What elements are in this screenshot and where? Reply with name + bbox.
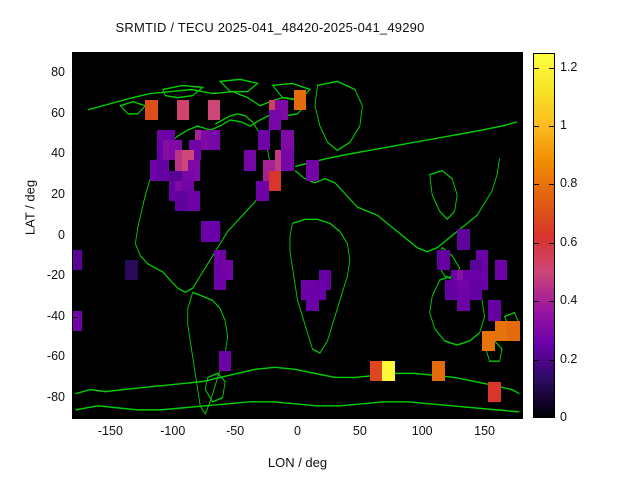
map-data-cell: [482, 330, 495, 352]
colorbar-tick-label: 0.4: [560, 293, 578, 308]
colorbar-tick-mark: [549, 242, 554, 244]
y-axis-label: LAT / deg: [22, 179, 38, 236]
map-data-cell: [457, 229, 470, 250]
map-data-cell: [73, 249, 82, 270]
y-axis-tick-label: -40: [46, 308, 65, 323]
colorbar-tick-mark: [534, 359, 539, 361]
map-data-cell: [488, 381, 501, 402]
map-data-cell: [156, 160, 170, 181]
y-axis-tick-label: -80: [46, 389, 65, 404]
map-data-cell: [257, 130, 271, 151]
map-data-cell: [243, 150, 257, 171]
colorbar-tick-mark: [534, 67, 539, 69]
y-axis-tick-mark: [73, 73, 78, 75]
colorbar: [533, 53, 555, 418]
x-axis-tick-mark: [297, 413, 299, 418]
x-axis-tick-label: -150: [97, 424, 123, 438]
x-axis-tick-mark: [484, 413, 486, 418]
x-axis-tick-label: 50: [352, 424, 367, 438]
colorbar-tick-label: 0.8: [560, 176, 578, 191]
map-data-cell: [494, 259, 508, 281]
y-axis-tick-label: 0: [58, 227, 65, 242]
colorbar-tick-mark: [549, 359, 554, 361]
map-data-cell: [457, 290, 470, 311]
map-data-cell: [125, 259, 138, 281]
colorbar-tick-mark: [534, 184, 539, 186]
map-data-cell: [293, 89, 307, 110]
y-axis-tick-label: 20: [51, 186, 65, 201]
colorbar-tick-label: 1.2: [560, 59, 578, 74]
colorbar-tick-mark: [549, 184, 554, 186]
y-axis-tick-label: 40: [51, 146, 65, 161]
map-data-cell: [145, 99, 158, 120]
map-data-cell: [432, 361, 445, 382]
map-data-cell: [306, 160, 319, 181]
map-data-cell: [268, 170, 282, 191]
y-axis-tick-mark: [73, 235, 78, 237]
map-data-cell: [73, 310, 82, 331]
colorbar-tick-mark: [549, 126, 554, 127]
x-axis-tick-label: -100: [160, 424, 186, 438]
map-data-cell: [207, 221, 221, 242]
map-data-cell: [369, 361, 383, 382]
map-data-cell: [494, 320, 508, 341]
map-data-cell: [176, 99, 189, 120]
map-data-cell: [218, 351, 232, 372]
x-axis-tick-label: 0: [294, 424, 301, 438]
x-axis-label: LON / deg: [267, 455, 328, 470]
colorbar-tick-mark: [549, 67, 554, 69]
y-axis-tick-mark: [73, 276, 78, 278]
coastline-layer: [75, 78, 521, 416]
map-data-cell: [306, 290, 319, 311]
y-axis-tick-label: -20: [46, 268, 65, 283]
map-data-cell: [382, 361, 395, 382]
y-axis-tick-mark: [73, 194, 78, 196]
map-data-cell: [507, 320, 520, 341]
y-axis-tick-mark: [73, 154, 78, 156]
x-axis-tick-label: -50: [226, 424, 245, 438]
colorbar-tick-label: 0.6: [560, 234, 578, 249]
x-axis-tick-label: 100: [411, 424, 433, 438]
y-axis-tick-label: 80: [51, 65, 65, 80]
x-axis-tick-mark: [359, 413, 361, 418]
map-data-cell: [187, 190, 201, 212]
x-axis-tick-mark: [110, 413, 112, 418]
map-data-cell: [213, 269, 227, 291]
x-axis-tick-mark: [235, 413, 237, 418]
y-axis-tick-mark: [73, 397, 78, 399]
y-axis-tick-mark: [73, 357, 78, 359]
colorbar-tick-mark: [534, 301, 539, 303]
x-axis-tick-mark: [422, 413, 424, 418]
colorbar-tick-mark: [534, 242, 539, 244]
colorbar-tick-mark: [534, 126, 539, 127]
map-data-cell: [175, 190, 188, 212]
colorbar-tick-label: 0.2: [560, 351, 578, 366]
x-axis-tick-label: 150: [474, 424, 495, 438]
map-data-cell: [488, 300, 501, 321]
y-axis-tick-label: 60: [51, 105, 65, 120]
map-data-cell: [437, 249, 450, 270]
map-data-cell: [207, 99, 221, 120]
map-data-cell: [281, 150, 294, 171]
chart-title: SRMTID / TECU 2025-041_48420-2025-041_49…: [115, 20, 425, 35]
map-data-cell: [444, 280, 458, 301]
x-axis-tick-mark: [172, 413, 174, 418]
colorbar-tick-label: 0: [560, 410, 567, 424]
colorbar-tick-label: 1: [560, 118, 567, 132]
y-axis-tick-mark: [73, 113, 78, 115]
map-data-cell: [207, 130, 221, 151]
map-data-cell: [469, 280, 483, 301]
map-plot-area: [73, 53, 522, 418]
map-data-cell: [281, 130, 294, 151]
map-data-cell: [256, 180, 269, 202]
y-axis-tick-label: -60: [46, 349, 65, 364]
colorbar-tick-mark: [549, 301, 554, 303]
map-data-cell: [268, 109, 282, 131]
y-axis-tick-mark: [73, 316, 78, 318]
